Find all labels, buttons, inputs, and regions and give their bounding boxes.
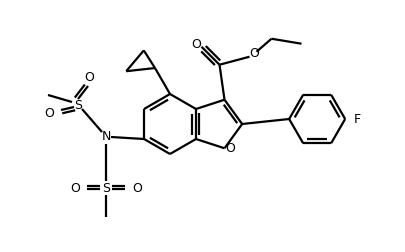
Text: F: F bbox=[353, 112, 360, 125]
Text: O: O bbox=[225, 142, 234, 155]
Text: N: N bbox=[101, 131, 111, 143]
Text: O: O bbox=[44, 107, 54, 119]
Text: O: O bbox=[132, 182, 142, 196]
Text: S: S bbox=[102, 182, 110, 196]
Text: O: O bbox=[70, 182, 80, 196]
Text: S: S bbox=[74, 99, 82, 111]
Text: O: O bbox=[191, 38, 201, 51]
Text: O: O bbox=[84, 71, 94, 83]
Text: O: O bbox=[249, 47, 259, 60]
